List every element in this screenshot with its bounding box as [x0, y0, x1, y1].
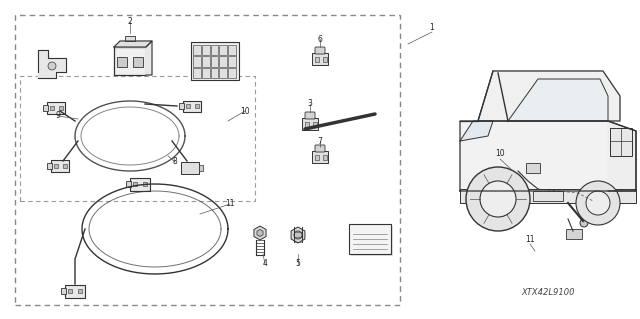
Bar	[351, 226, 393, 256]
FancyBboxPatch shape	[315, 47, 325, 54]
FancyBboxPatch shape	[183, 100, 201, 112]
Bar	[202, 45, 210, 55]
Circle shape	[586, 191, 610, 215]
Text: 4: 4	[262, 259, 268, 269]
Bar	[533, 191, 563, 201]
Text: XTX42L9100: XTX42L9100	[521, 288, 575, 297]
Bar	[313, 122, 317, 127]
Bar	[191, 42, 239, 80]
Polygon shape	[38, 50, 66, 78]
Bar	[228, 68, 236, 78]
Bar	[58, 106, 63, 110]
Text: 10: 10	[240, 107, 250, 115]
Bar	[54, 164, 58, 168]
Text: 3: 3	[308, 100, 312, 108]
Bar	[220, 56, 227, 67]
FancyBboxPatch shape	[305, 112, 315, 119]
Bar	[117, 57, 127, 67]
Text: 10: 10	[495, 150, 505, 159]
Bar	[63, 164, 67, 168]
FancyBboxPatch shape	[181, 162, 199, 174]
Bar	[193, 68, 201, 78]
Bar	[15, 15, 400, 305]
Bar	[315, 155, 319, 160]
Bar	[211, 45, 218, 55]
Bar	[202, 68, 210, 78]
Bar	[312, 53, 328, 65]
Bar	[228, 45, 236, 55]
Bar	[68, 289, 72, 293]
FancyBboxPatch shape	[130, 177, 150, 190]
Bar	[305, 122, 309, 127]
Circle shape	[466, 167, 530, 231]
Bar	[315, 57, 319, 62]
Bar	[211, 56, 218, 67]
Bar	[202, 56, 210, 67]
FancyBboxPatch shape	[51, 160, 69, 172]
Bar	[228, 56, 236, 67]
Bar	[323, 155, 327, 160]
Circle shape	[48, 62, 56, 70]
Bar	[179, 103, 184, 109]
Polygon shape	[114, 41, 152, 47]
Text: 7: 7	[317, 137, 323, 145]
Circle shape	[580, 219, 588, 227]
Bar	[312, 151, 328, 163]
Bar	[133, 57, 143, 67]
Bar	[126, 181, 131, 187]
Polygon shape	[460, 121, 493, 141]
Bar	[195, 104, 198, 108]
Text: 2: 2	[127, 18, 132, 26]
Bar	[302, 118, 318, 130]
Bar	[349, 224, 391, 254]
Text: 9: 9	[56, 112, 60, 121]
Bar	[133, 182, 137, 186]
Bar	[220, 45, 227, 55]
Polygon shape	[478, 71, 620, 121]
Bar	[323, 57, 327, 62]
Bar	[143, 182, 147, 186]
Text: 11: 11	[225, 199, 235, 209]
Bar	[211, 68, 218, 78]
Bar	[61, 288, 66, 294]
Polygon shape	[608, 121, 636, 191]
Text: 5: 5	[296, 259, 300, 269]
Bar	[199, 165, 203, 171]
Bar	[526, 163, 540, 173]
Bar	[588, 201, 606, 209]
Circle shape	[576, 181, 620, 225]
FancyBboxPatch shape	[315, 145, 325, 152]
Polygon shape	[146, 41, 152, 75]
Circle shape	[480, 181, 516, 217]
Bar	[186, 104, 189, 108]
Text: 8: 8	[173, 158, 177, 167]
Polygon shape	[460, 121, 636, 191]
Text: 6: 6	[317, 34, 323, 43]
Text: 11: 11	[525, 234, 535, 243]
Bar	[610, 128, 632, 156]
Bar	[125, 36, 135, 41]
Circle shape	[294, 231, 302, 239]
Bar	[193, 56, 201, 67]
Bar	[566, 229, 582, 239]
Bar	[20, 76, 255, 201]
Bar	[43, 105, 48, 111]
Bar	[220, 68, 227, 78]
Text: 1: 1	[429, 23, 435, 32]
Bar	[47, 163, 52, 169]
Bar	[78, 289, 82, 293]
Bar	[114, 47, 146, 75]
Bar	[49, 106, 54, 110]
FancyBboxPatch shape	[65, 285, 85, 298]
FancyBboxPatch shape	[47, 102, 65, 114]
Bar	[460, 189, 636, 203]
Polygon shape	[508, 79, 608, 121]
Bar	[193, 45, 201, 55]
